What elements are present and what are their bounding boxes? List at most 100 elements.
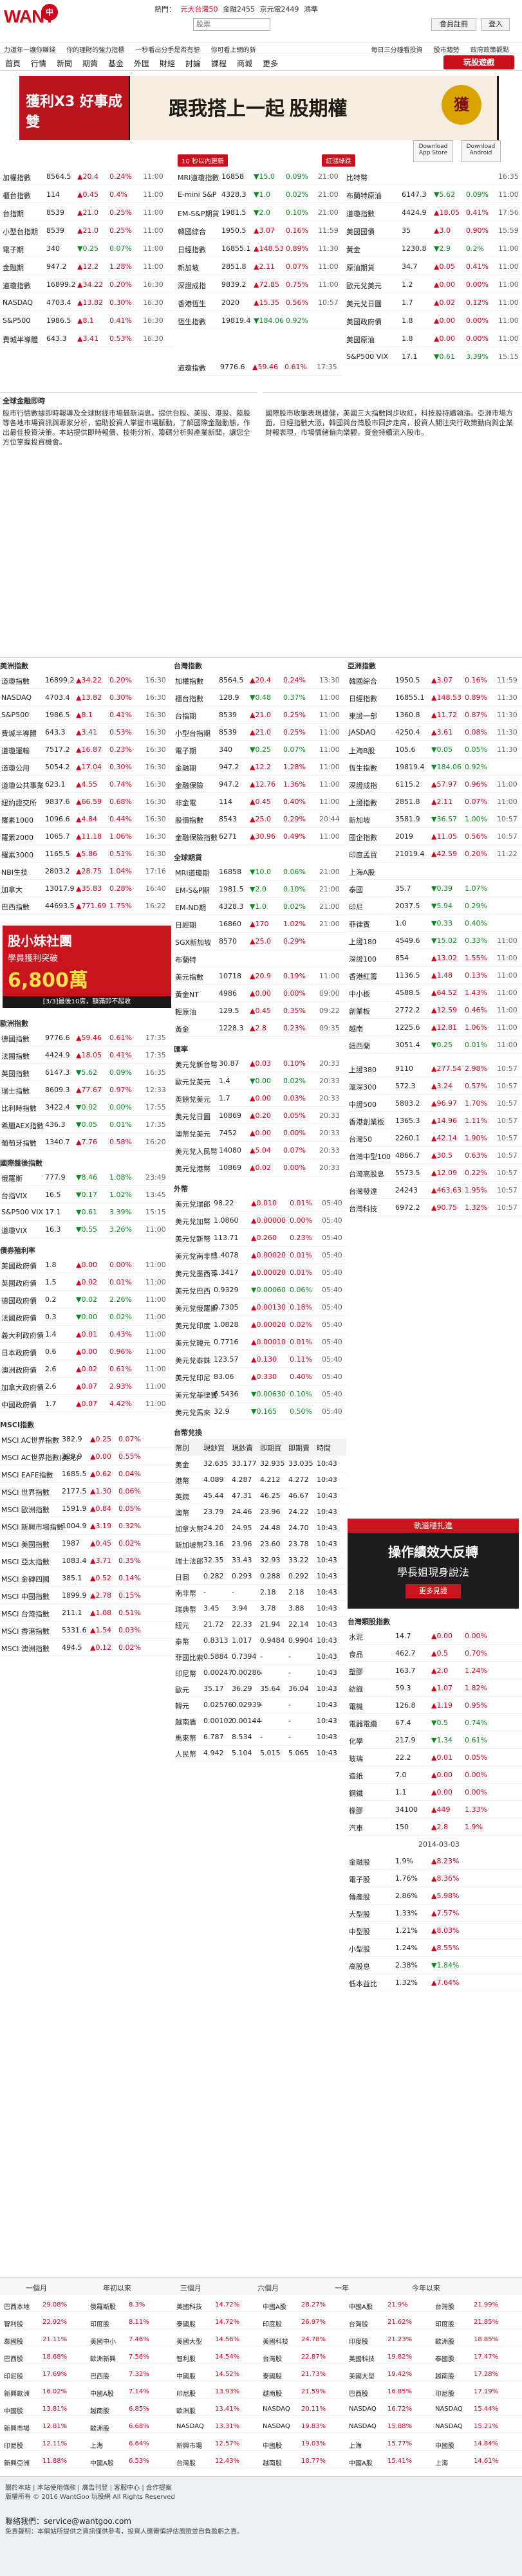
currency-row[interactable]: 越南盾 0.00102 0.00144- -10:43 [174,1713,346,1730]
quote-row[interactable]: 塑膠 163.7 ▲2.0 1.24% [348,1663,522,1679]
quote-row[interactable]: S&P500 VIX 17.1 ▼0.61 3.39% 15:15 [0,1204,172,1221]
quote-row[interactable]: 費城半導體 643.3 ▲3.41 0.53% 16:30 [0,331,174,347]
tab-three-month[interactable]: 三個月 [180,2284,201,2292]
quote-row[interactable]: 香港創業板 1365.3 ▲14.96 1.11% 10:57 [348,1113,522,1129]
promo-link[interactable]: 政府政策觀點 [471,47,509,54]
promo-link[interactable]: 你的理財的強力指標 [66,47,125,54]
quote-row[interactable]: 韓國綜合 1950.5 ▲3.07 0.16% 11:59 [175,223,342,239]
nav-item-forum[interactable]: 討論 [185,59,201,68]
quote-row[interactable]: 美元兌墨西哥 1.3417 ▲0.00020 0.01% 05:40 [174,1265,346,1281]
performance-row[interactable]: 新興市場 12.81% 歐洲股 6.68% NASDAQ 13.31% NASDAQ 19.8… [0,2420,522,2433]
quote-row[interactable]: 電機 126.8 ▲1.19 0.95% [348,1697,522,1714]
performance-row[interactable]: 印尼股 17.69% 巴西股 7.32% 中國股 14.52% 泰國股 21.73% 美國大型 1… [0,2368,522,2381]
currency-row[interactable]: 新加坡幣 23.16 23.96 23.60 23.78 10:43 [174,1536,346,1553]
quote-row[interactable]: 葡萄牙指數 1340.7 ▲7.76 0.58% 16:20 [0,1134,172,1151]
performance-row[interactable]: 智利股 22.92% 印度股 8.11% 泰國股 14.72% 印度股 26.97% 台灣股 21… [0,2316,522,2329]
quote-row[interactable]: 英國政府債 1.5 ▲0.02 0.01% 11:00 [0,1274,172,1291]
promo-link[interactable]: 你可看上網的新 [210,47,256,54]
currency-row[interactable]: 英鎊 45.44 47.31 46.25 46.67 10:43 [174,1488,346,1504]
quote-row[interactable]: 黃金 1228.3 ▲2.8 0.23% 09:35 [174,1020,346,1037]
quote-row[interactable]: 道瓊VIX 16.3 ▼0.55 3.26% 11:00 [0,1221,172,1238]
nav-item-funds[interactable]: 基金 [108,59,124,68]
quote-row[interactable]: MRI道瓊期 16858 ▼10.0 0.06% 21:00 [174,864,346,881]
quote-row[interactable]: 金融期 947.2 ▲12.2 1.28% 11:00 [0,259,174,275]
quote-row[interactable]: 美元兌印尼 83.06 ▲0.330 0.40% 05:40 [174,1369,346,1385]
app-store-download-button[interactable]: Download App Store [413,140,453,162]
quote-row[interactable]: MSCI AC世界指數(美元) 229.9 ▲0.00 0.55% [0,1448,172,1465]
quote-row[interactable]: 布蘭特 [174,951,346,967]
quote-row[interactable]: 黃金 1230.8 ▼2.9 0.2% 11:00 [344,241,522,257]
quote-row[interactable]: JASDAQ 4250.4 ▲3.61 0.08% 11:30 [348,724,522,741]
quote-row[interactable]: 深證成指 6115.2 ▲57.97 0.96% 11:00 [348,776,522,793]
quote-row[interactable]: S&P500 1986.5 ▲8.1 0.41% 16:30 [0,707,172,724]
performance-row[interactable]: 巴西本地 29.08% 俄羅斯股 8.3% 美國科技 14.72% 中國A股 28.27% 中國… [0,2299,522,2312]
nav-item-forex[interactable]: 外匯 [134,59,150,68]
quote-row[interactable]: 美國原油 1.8 ▲0.00 0.00% 11:00 [344,331,522,347]
quote-row[interactable]: 美元兌新台幣 30.87 ▲0.03 0.10% 20:33 [174,1055,346,1072]
currency-row[interactable]: 日圓 0.282 0.293 0.288 0.292 10:43 [174,1568,346,1585]
quote-row[interactable]: 上證380 9110 ▲277.54 2.98% 10:57 [348,1061,522,1077]
quote-row[interactable]: 大型股 1.33% ▲7.57% [348,1905,522,1922]
quote-row[interactable]: MSCI 澳洲指數 494.5 ▲0.12 0.02% [0,1640,172,1656]
quote-row[interactable]: 電子股 1.76% ▲8.36% [348,1870,522,1887]
quote-row[interactable]: EM-S&P期貨 1981.5 ▼2.0 0.10% 21:00 [175,205,342,221]
quote-row[interactable]: MSCI 亞太指數 1083.4 ▲3.71 0.35% [0,1553,172,1569]
promo-link[interactable]: 力道年一讓你賺錢 [4,47,55,54]
quote-row[interactable]: 巴西指數 44693.5 ▲771.69 1.75% 16:22 [0,898,172,915]
quote-row[interactable]: 美元兌瑞郎 98.22 ▲0.010 0.01% 05:40 [174,1195,346,1212]
quote-row[interactable]: 紐西蘭 3051.4 ▼0.25 0.01% 11:00 [348,1037,522,1054]
hot-link[interactable]: 鴻準 [304,5,318,14]
performance-row[interactable]: 中國股 13.81% 越南股 6.85% 歐洲股 13.41% NASDAQ 20.11% NA… [0,2403,522,2416]
quote-row[interactable]: 韓國綜合 1950.5 ▲3.07 0.16% 11:59 [348,672,522,689]
quote-row[interactable]: 道瓊指數 16899.2 ▲34.22 0.20% 16:30 [0,672,172,689]
quote-row[interactable]: NBI生技 2803.2 ▲28.75 1.04% 17:16 [0,863,172,880]
hot-link[interactable]: 元大台灣50 [180,5,218,14]
currency-row[interactable]: 紐元 21.72 22.33 21.94 22.14 10:43 [174,1616,346,1633]
quote-row[interactable]: 台灣高股息 5573.5 ▲12.09 0.22% 10:57 [348,1165,522,1182]
quote-row[interactable]: 加拿大 13017.9 ▲35.83 0.28% 16:40 [0,881,172,897]
quote-row[interactable]: 德國指數 9776.6 ▲59.46 0.61% 17:35 [0,1030,172,1046]
quote-row[interactable]: 俄羅斯 777.9 ▼8.46 1.08% 23:49 [0,1169,172,1186]
quote-row[interactable]: 美元兌加幣 1.0860 ▲0.00000 0.00% 05:40 [174,1212,346,1229]
quote-row[interactable]: 深證成指 9839.2 ▲72.85 0.75% 11:00 [175,277,342,293]
quote-row[interactable]: 英鎊兌美元 1.7 ▲0.00 0.03% 20:33 [174,1090,346,1107]
quote-row[interactable]: NASDAQ 4703.4 ▲13.82 0.30% 16:30 [0,690,172,706]
quote-row[interactable]: 印度孟買 21019.4 ▲42.59 0.20% 11:22 [348,846,522,863]
quote-row[interactable]: 原油期貨 34.7 ▲0.05 0.41% 11:00 [344,259,522,275]
footer-contact[interactable]: 聯絡我們：service@wantgoo.com [5,2517,131,2526]
quote-row[interactable]: 歐元兌美元 1.2 ▲0.00 0.00% 11:00 [344,277,522,293]
quote-row[interactable]: 美元兌印度 1.0828 ▲0.00020 0.02% 05:40 [174,1317,346,1333]
nav-item-home[interactable]: 首頁 [5,59,21,68]
login-button[interactable]: 登入 [481,18,510,31]
quote-row[interactable]: 美元兌俄羅斯 0.7305 ▲0.00130 0.18% 05:40 [174,1299,346,1316]
quote-row[interactable]: 羅素2000 1065.7 ▲11.18 1.06% 16:30 [0,828,172,845]
ad-banner-right[interactable]: 軌道穩扎進 操作績效大反轉 學長姐現身說法 更多見證 [348,1519,519,1609]
quote-row[interactable]: 日經指數 16855.1 ▲148.53 0.89% 11:30 [348,690,522,706]
quote-row[interactable]: 鋼鐵 1.1 ▲0.00 0.00% [348,1784,522,1801]
nav-item-quotes[interactable]: 行情 [31,59,47,68]
quote-row[interactable]: 羅素1000 1096.6 ▲4.84 0.44% 16:30 [0,811,172,828]
quote-row[interactable]: MRI道瓊指數 16858 ▼15.0 0.09% 21:00 [175,169,342,185]
quote-row[interactable]: 恆生指數 19819.4 ▼184.06 0.92% [348,759,522,776]
register-button[interactable]: 會員註冊 [431,18,476,31]
quote-row[interactable]: 台灣中型100 4866.7 ▲30.5 0.63% 10:57 [348,1147,522,1164]
currency-row[interactable]: 美金 32.635 33.177 32.935 33.035 10:43 [174,1456,346,1472]
quote-row[interactable]: 化學 217.9 ▼1.34 0.61% [348,1732,522,1749]
quote-row[interactable]: SGX新加坡 8570 ▲25.0 0.29% [174,933,346,950]
news-body[interactable]: 國際股市收盤表現穩健，美國三大指數同步收紅，科技股持續領漲。亞洲市場方面，日經指… [265,409,513,437]
quote-row[interactable]: 台指期 8539 ▲21.0 0.25% 11:00 [174,707,346,724]
ad-right-button[interactable]: 更多見證 [405,1584,461,1598]
quote-row[interactable]: 美元兌韓元 0.7716 ▲0.00010 0.01% 05:40 [174,1334,346,1351]
quote-row[interactable]: 汽車 150 ▲2.8 1.9% [348,1819,522,1836]
ad-banner-left[interactable]: 股小妹社團 學員獲利突破 6,800萬 [3/3]最後10席，額滿即不超收 [3,926,171,1008]
quote-row[interactable]: 中證500 5803.2 ▲96.97 1.70% 10:57 [348,1095,522,1112]
quote-row[interactable]: S&P500 1986.5 ▲8.1 0.41% 16:30 [0,313,174,329]
quote-row[interactable]: 金融股 1.9% ▲8.23% [348,1853,522,1870]
quote-row[interactable]: 輕原油 129.5 ▲0.45 0.35% 09:22 [174,1003,346,1019]
quote-row[interactable]: 新加坡 2851.8 ▲2.11 0.07% 11:00 [175,259,342,275]
hot-link[interactable]: 金融2455 [223,5,255,14]
currency-row[interactable]: 澳幣 23.79 24.46 23.96 24.22 10:43 [174,1504,346,1521]
quote-row[interactable]: 越南 1225.6 ▲12.81 1.06% 11:00 [348,1019,522,1036]
quote-row[interactable]: 上證指數 2851.8 ▲2.11 0.07% 11:00 [348,794,522,810]
quote-row[interactable]: 金融期 947.2 ▲12.2 1.28% 11:00 [174,759,346,776]
